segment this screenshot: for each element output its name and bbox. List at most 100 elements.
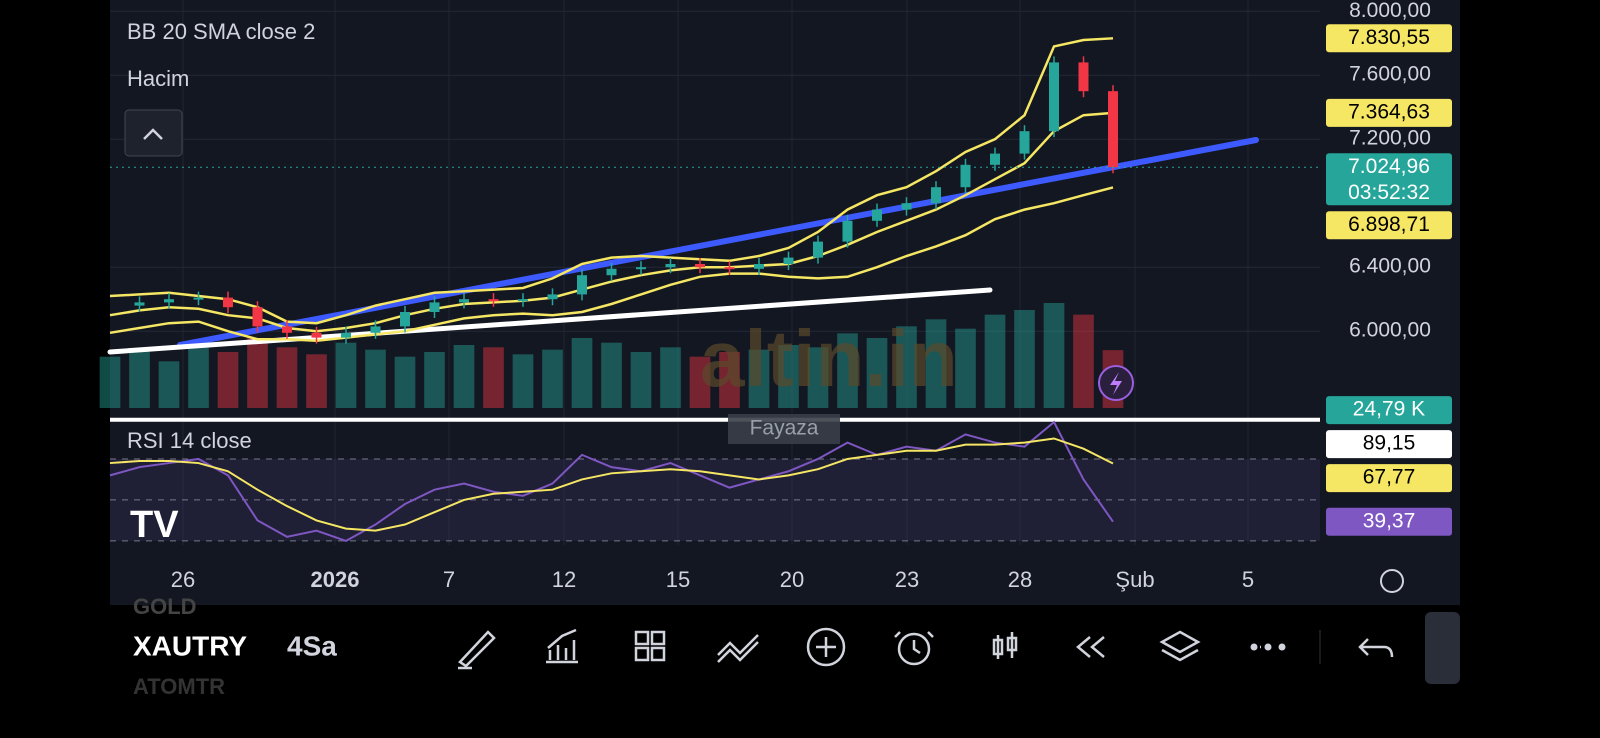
candle (872, 209, 882, 221)
y-tick-label: 6.400,00 (1349, 255, 1431, 278)
add-icon[interactable] (806, 627, 846, 667)
volume-bar (99, 356, 121, 408)
candle-icon[interactable] (992, 632, 1018, 659)
candle (1049, 62, 1059, 132)
upper-label-box (1326, 24, 1452, 53)
volume-bar (1043, 303, 1065, 408)
volume-bar (365, 349, 386, 408)
lower-label: 6.898,71 (1348, 213, 1430, 236)
volume-bar (837, 333, 858, 408)
trendline (107, 287, 993, 355)
dot (1264, 643, 1272, 651)
candle (164, 299, 174, 303)
volume-label-box: 24,79 K (1353, 398, 1425, 421)
volume-bar (660, 347, 681, 408)
volume-bar (866, 338, 888, 408)
rsi-value-label: 39,37 (1363, 509, 1416, 532)
toolbar-icons (458, 627, 1394, 670)
volume-bar (188, 345, 209, 408)
volume-bar (748, 349, 770, 408)
volume-bar (247, 338, 268, 408)
candle (488, 299, 499, 302)
volume-bar (129, 349, 150, 408)
settings-icon[interactable] (1380, 569, 1404, 593)
rsi-hline-label-box (1326, 430, 1452, 459)
tv-logo: TV (130, 504, 179, 546)
bolt (1110, 372, 1122, 395)
candle (223, 297, 233, 308)
x-tick-label: Şub (1115, 567, 1154, 592)
volume-bar (306, 354, 327, 408)
x-tick-label: 23 (895, 567, 919, 592)
candle (1108, 91, 1118, 168)
alarm-icon[interactable] (897, 632, 931, 666)
x-tick-label: 20 (780, 567, 804, 592)
draw-icon[interactable] (458, 630, 496, 670)
user-badge (728, 414, 840, 444)
y-tick-label: 8.000,00 (1349, 0, 1431, 22)
candle (341, 332, 351, 338)
candle (990, 153, 1000, 165)
candle (842, 220, 853, 242)
candle (695, 264, 705, 268)
bb-lower (109, 186, 1114, 343)
candle (577, 275, 587, 295)
undo-icon[interactable] (1358, 638, 1394, 658)
candle (400, 312, 410, 327)
basis-label: 7.364,63 (1348, 100, 1430, 123)
collapse-button[interactable] (124, 109, 183, 157)
volume-bar (955, 328, 976, 408)
candle (813, 241, 823, 258)
y-tick-label: 6.000,00 (1349, 319, 1431, 342)
candle (252, 307, 263, 327)
side-button[interactable] (1425, 612, 1460, 684)
bb-upper (109, 37, 1114, 325)
upper-label: 7.830,55 (1348, 26, 1430, 49)
dot (1278, 643, 1286, 651)
volume-bar (984, 314, 1006, 408)
candle (459, 299, 469, 303)
rsi-hline-label: 89,15 (1363, 432, 1416, 455)
volume-bar (630, 352, 652, 408)
compare-icon[interactable] (717, 634, 759, 663)
candle (901, 203, 912, 210)
x-tick-label: 5 (1242, 567, 1254, 592)
bb-basis (109, 111, 1114, 333)
volume-bar (1014, 310, 1035, 408)
volume-bar (571, 338, 593, 408)
volume-bar (483, 347, 504, 408)
x-tick-label: 7 (443, 567, 455, 592)
collapse-icon (143, 128, 163, 140)
candle (282, 326, 292, 333)
volume-label: Hacim (127, 66, 189, 91)
volume-bar (719, 352, 740, 408)
candle (783, 257, 794, 264)
candle (518, 299, 528, 302)
user-name: Fayaza (750, 417, 819, 440)
price-label: 7.024,96 (1348, 155, 1430, 178)
rsi-label: RSI 14 close (127, 428, 252, 453)
dot (1250, 643, 1258, 651)
replay-icon[interactable] (1076, 636, 1105, 658)
candle (606, 268, 617, 276)
candle (960, 164, 971, 188)
basis-label-box (1326, 98, 1452, 127)
x-tick-label: 26 (171, 567, 195, 592)
layers-icon[interactable] (1159, 630, 1201, 662)
rsi-ma (109, 437, 1114, 532)
x-tick-label: 2026 (311, 567, 360, 592)
symbol[interactable]: XAUTRY (133, 630, 247, 661)
indicator-icon[interactable] (546, 628, 578, 664)
interval[interactable]: 4Sa (287, 630, 337, 661)
y-tick-label: 7.600,00 (1349, 63, 1431, 86)
x-tick-label: 12 (552, 567, 576, 592)
toolbar (110, 605, 1460, 690)
layout-icon[interactable] (634, 630, 666, 662)
candle (665, 264, 676, 268)
candle (1019, 131, 1030, 154)
volume-bar (453, 345, 475, 408)
rsi-value-label-box (1326, 507, 1452, 536)
volume-bar (424, 352, 445, 408)
symbol-below: ATOMTR (133, 674, 225, 699)
